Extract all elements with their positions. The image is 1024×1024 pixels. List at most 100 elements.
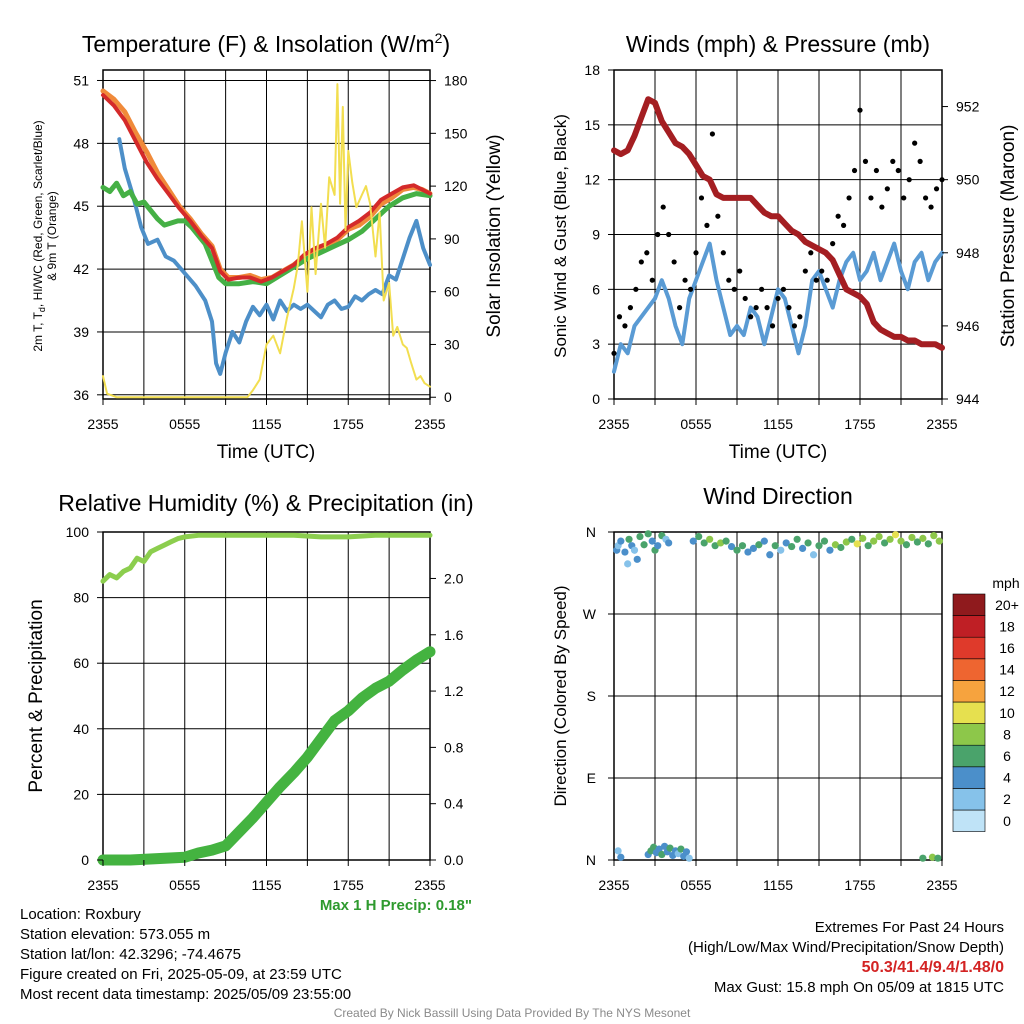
humidity-left-ytick-label: 20 [73,786,89,802]
humidity-left-ytick-label: 60 [73,655,89,671]
temperature-right-ytick-label: 0 [444,389,452,405]
winds-right-ytick-label: 946 [956,318,980,334]
gust-point [923,195,929,201]
direction-point [928,853,937,861]
legend-swatch [952,788,986,811]
gust-point [868,195,874,201]
direction-point [826,546,834,554]
legend-label: 6 [1003,748,1011,764]
direction-point [897,537,905,545]
humidity-xtick-label: 2355 [414,877,445,893]
temperature-left-ytick-label: 45 [73,198,89,214]
heat_index-line [100,180,433,287]
gust-point [698,195,705,201]
gust-point [742,295,748,302]
gust-point [780,286,787,292]
gust-point [912,140,918,146]
direction-point [644,530,652,538]
winds-right-ytick-label: 948 [956,245,980,261]
gust-point [775,295,781,302]
temperature-right-ytick-label: 30 [444,336,460,352]
legend-label: 18 [999,618,1015,634]
gust-point [682,277,688,283]
direction-point [755,541,763,549]
extremes-values: 50.3/41.4/9.4/1.48/0 [861,959,1004,976]
gust-point [660,204,666,210]
gust-point [851,167,858,174]
legend-label: 4 [1003,770,1011,786]
gust-point [737,268,743,274]
gust-point [627,305,634,311]
direction-point [614,847,622,855]
extremes-subtitle: (High/Low/Max Wind/Precipitation/Snow De… [688,939,1004,956]
winds-panel: Winds (mph) & Pressure (mb) 2355 0555 1155… [551,31,1019,463]
station-latlon: Station lat/lon: 42.3296; -74.4675 [20,946,242,963]
humidity-right-ytick-label: 0.8 [444,739,464,755]
direction-point [782,539,790,547]
winds-left-ytick-label: 3 [592,336,600,352]
winds-left-ytick-label: 12 [584,172,600,188]
winds-left-ytick-label: 18 [584,62,600,78]
direction-point [913,538,922,546]
direction-point [695,532,703,541]
max-gust: Max Gust: 15.8 mph On 05/09 at 1815 UTC [713,979,1004,996]
gust-point [731,286,737,292]
direction-point [842,538,850,546]
legend-swatch [952,723,986,746]
direction-point [908,533,916,542]
gust-point [884,186,890,192]
gust-point [901,195,907,201]
temperature-xtick-label: 0555 [169,416,200,432]
relative_humidity-line [100,532,433,584]
gust-point [769,323,776,329]
legend-swatch [952,766,986,789]
winds-xtick-label: 2355 [598,416,629,432]
direction-point [711,542,719,550]
direction-point [685,854,693,862]
direction-point [788,542,796,551]
temperature-right-ytick-label: 150 [444,125,468,141]
temperature-ylabel-right: Solar Insolation (Yellow) [484,134,505,337]
humidity-ylabel-left: Percent & Precipitation [26,599,47,792]
humidity-xtick-label: 1155 [251,877,281,893]
humidity-right-ytick-label: 1.2 [444,683,464,699]
direction-ytick-label: E [587,770,596,786]
legend-swatch [952,658,986,681]
humidity-xtick-label: 0555 [169,877,200,893]
direction-point [891,531,900,539]
legend-label: 20+ [995,597,1019,613]
gust-point [786,305,792,311]
direction-point [749,544,758,553]
gust-point [797,314,803,320]
direction-point [665,539,673,547]
speed-legend-title: mph [992,575,1019,591]
temperature-left-ytick-label: 39 [73,324,89,340]
temperature-ylabel-left: 2m T, Td, HI/WC (Red, Green, Scarlet/Blu… [31,120,47,351]
humidity-left-ytick-label: 40 [73,721,89,737]
gust-point [808,250,814,256]
winds-left-ytick-label: 15 [584,117,600,133]
credit-line: Created By Nick Bassill Using Data Provi… [333,1006,691,1020]
direction-point [717,539,725,547]
direction-title: Wind Direction [703,483,853,509]
gust-point [830,241,836,247]
direction-point [799,544,807,553]
extremes-title: Extremes For Past 24 Hours [814,919,1004,936]
direction-point [650,843,658,851]
temperature-title: Temperature (F) & Insolation (W/m2) [82,30,450,57]
speed-legend: 0 2 4 6 8 10 12 14 16 18 20+ [952,593,1019,832]
direction-ytick-label: N [586,524,596,540]
legend-swatch [952,593,986,616]
gust-point [791,323,798,329]
direction-point [722,537,730,545]
direction-point [934,854,942,862]
figure-created: Figure created on Fri, 2025-05-09, at 23… [20,966,342,983]
direction-point [689,537,697,545]
direction-xtick-label: 1155 [763,877,793,893]
humidity-panel: Relative Humidity (%) & Precipitation (i… [26,490,474,914]
gust-point [638,259,644,265]
gust-point [873,167,880,174]
winds-left-ytick-label: 0 [592,391,600,407]
station-info: Location: Roxbury Station elevation: 573… [20,905,351,1005]
humidity-left-ytick-label: 100 [66,524,90,540]
